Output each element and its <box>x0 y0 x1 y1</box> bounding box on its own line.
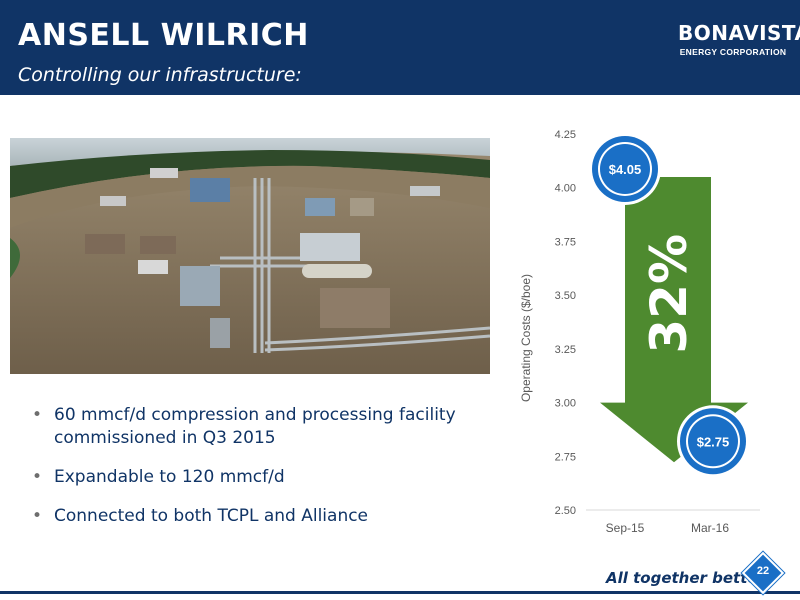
y-tick-label: 3.25 <box>555 344 576 356</box>
y-tick-label: 3.00 <box>555 398 576 410</box>
bullet-item: Connected to both TCPL and Alliance <box>32 505 492 528</box>
y-tick-label: 3.50 <box>555 290 576 302</box>
page-subtitle: Controlling our infrastructure: <box>18 64 302 86</box>
y-tick-label: 2.50 <box>555 505 576 517</box>
bullet-list: 60 mmcf/d compression and processing fac… <box>32 404 492 544</box>
bullet-item: 60 mmcf/d compression and processing fac… <box>32 404 492 450</box>
value-marker-inner <box>600 143 650 194</box>
operating-cost-chart: 2.50 2.75 3.00 3.25 3.50 3.75 4.00 4.25 Operatin… <box>510 120 800 550</box>
footer-rule <box>0 591 800 594</box>
change-percent-label: 32% <box>640 234 698 354</box>
y-tick-label: 4.00 <box>555 183 576 195</box>
value-label: $2.75 <box>697 434 730 449</box>
x-tick-label: Mar-16 <box>691 521 729 535</box>
chart-svg: 2.50 2.75 3.00 3.25 3.50 3.75 4.00 4.25 Operatin… <box>519 129 760 535</box>
x-tick-label: Sep-15 <box>606 521 645 535</box>
y-tick-label: 2.75 <box>555 451 576 463</box>
value-marker-inner <box>688 416 738 467</box>
logo-main-text: BONAVISTA <box>678 21 800 45</box>
tagline-text: All together better. <box>606 569 769 587</box>
page-title: ANSELL WILRICH <box>18 18 309 53</box>
y-axis-label: Operating Costs ($/boe) <box>519 274 533 402</box>
y-tick-label: 3.75 <box>555 236 576 248</box>
decrease-arrow <box>600 176 748 463</box>
header-bar: ANSELL WILRICH Controlling our infrastru… <box>0 0 800 95</box>
company-logo: BONAVISTA ENERGY CORPORATION <box>678 21 800 57</box>
page-number: 22 <box>756 565 770 577</box>
logo-sub-text: ENERGY CORPORATION <box>679 47 787 57</box>
facility-aerial-photo <box>10 138 490 374</box>
y-tick-label: 4.25 <box>555 129 576 141</box>
bullet-item: Expandable to 120 mmcf/d <box>32 466 492 489</box>
value-label: $4.05 <box>609 162 642 177</box>
